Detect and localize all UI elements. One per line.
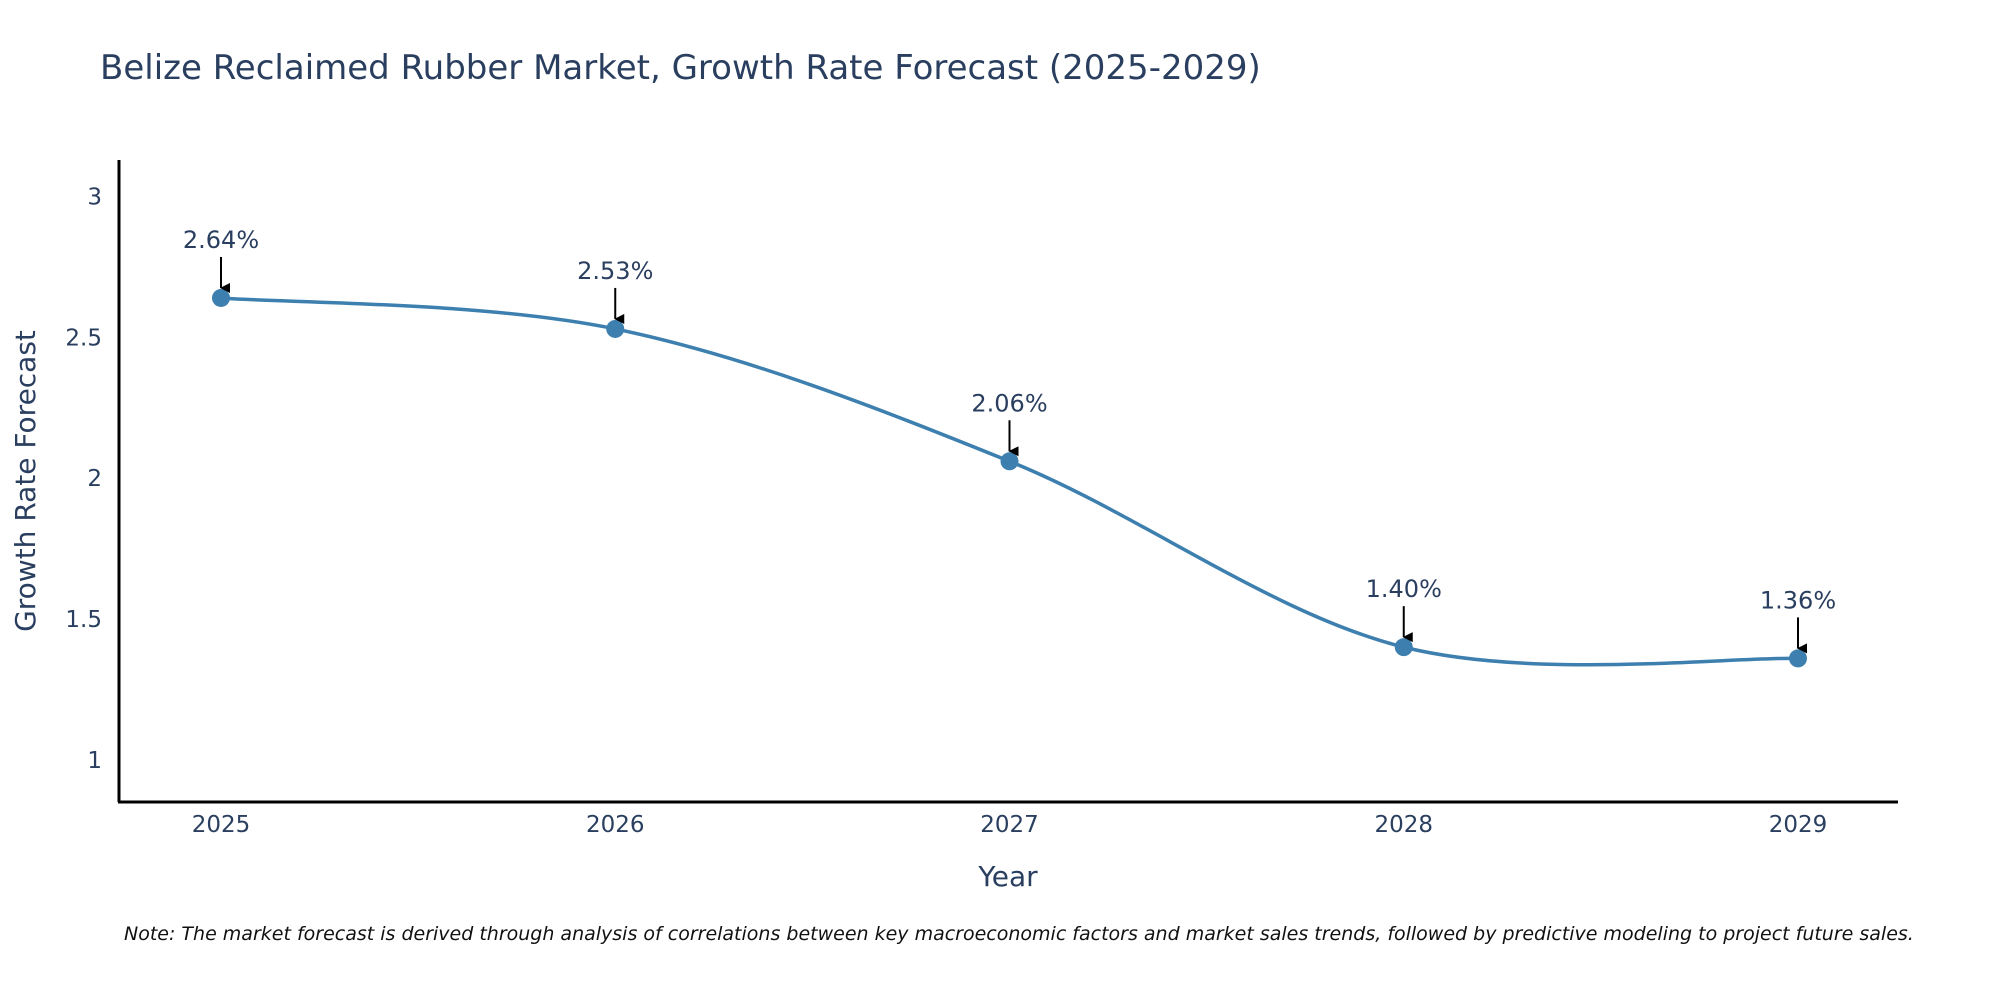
y-axis-title: Growth Rate Forecast [9, 330, 42, 632]
data-label: 2.64% [183, 226, 259, 254]
plot-area: 2.64% 2.53% 2.06% 1.40% 1.36% [183, 226, 1836, 668]
y-tick-label: 2 [87, 466, 102, 492]
x-tick-label: 2025 [192, 812, 251, 838]
series-line [219, 296, 1800, 667]
data-point-2025 [212, 288, 230, 307]
x-tick-label: 2027 [980, 812, 1039, 838]
x-tick-label: 2026 [586, 812, 645, 838]
data-point-2027 [1000, 452, 1019, 471]
data-point-2028 [1394, 638, 1413, 657]
data-label: 1.36% [1760, 586, 1836, 614]
y-tick-label: 1 [87, 748, 102, 774]
chart-note: Note: The market forecast is derived thr… [124, 923, 1914, 945]
x-axis-title: Year [977, 860, 1038, 893]
x-tick-label: 2029 [1769, 812, 1828, 838]
y-tick-label: 2.5 [65, 325, 102, 351]
y-axis-ticks: 1 1.5 2 2.5 3 [65, 185, 102, 774]
x-axis-ticks: 2025 2026 2027 2028 2029 [192, 812, 1828, 838]
data-point-2026 [606, 319, 625, 338]
data-label: 2.53% [577, 257, 653, 285]
chart-title: Belize Reclaimed Rubber Market, Growth R… [100, 48, 1261, 88]
data-point-2029 [1789, 649, 1807, 668]
y-tick-label: 3 [87, 185, 102, 211]
y-tick-label: 1.5 [65, 607, 102, 633]
data-label: 1.40% [1366, 575, 1442, 603]
data-label: 2.06% [971, 389, 1047, 417]
x-tick-label: 2028 [1374, 812, 1433, 838]
